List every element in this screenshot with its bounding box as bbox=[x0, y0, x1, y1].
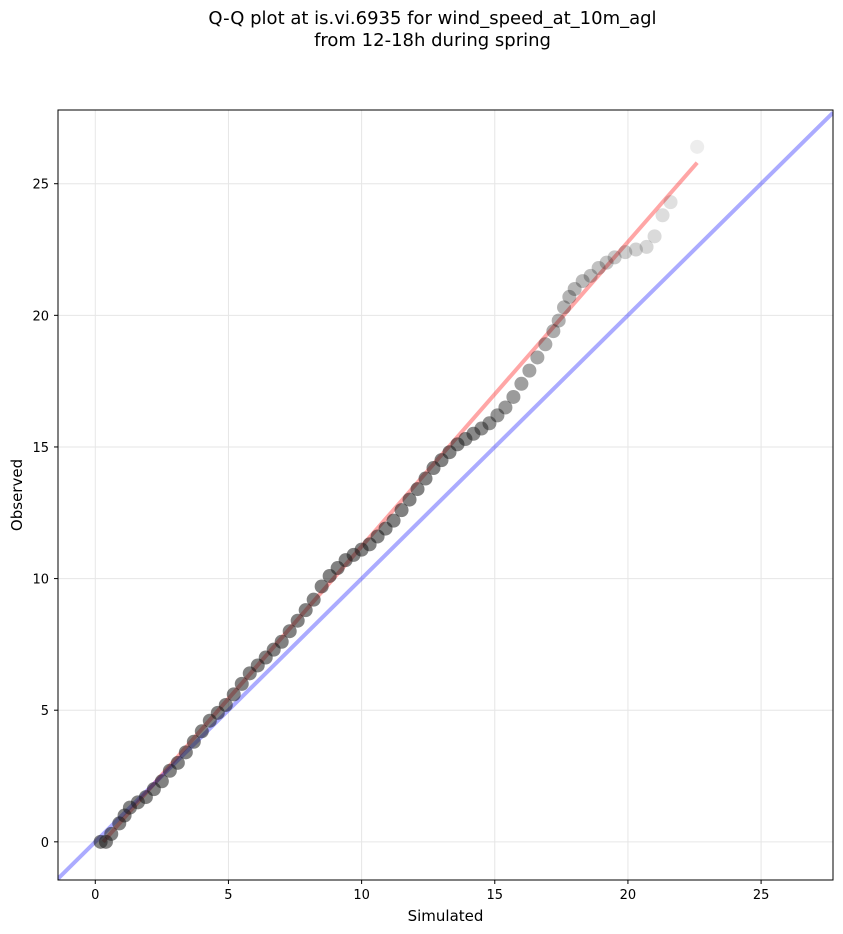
data-point bbox=[482, 416, 497, 431]
data-point bbox=[628, 242, 643, 257]
data-point bbox=[663, 195, 678, 210]
y-axis-label: Observed bbox=[8, 459, 26, 531]
data-point bbox=[290, 613, 305, 628]
data-point bbox=[607, 250, 622, 265]
x-tick-label: 0 bbox=[91, 888, 99, 903]
data-point bbox=[154, 774, 169, 789]
data-point bbox=[618, 245, 633, 260]
data-point bbox=[386, 513, 401, 528]
data-point bbox=[170, 755, 185, 770]
data-point bbox=[234, 676, 249, 691]
data-point bbox=[218, 697, 233, 712]
data-point bbox=[194, 724, 209, 739]
plot-frame bbox=[57, 109, 834, 881]
data-point bbox=[282, 624, 297, 639]
data-point bbox=[226, 687, 241, 702]
y-tick-label: 20 bbox=[32, 309, 49, 324]
data-point bbox=[538, 337, 553, 352]
data-point bbox=[567, 282, 582, 297]
chart-title-line-1: Q-Q plot at is.vi.6935 for wind_speed_at… bbox=[208, 8, 657, 29]
data-points bbox=[93, 139, 705, 849]
data-point bbox=[104, 826, 119, 841]
data-point bbox=[506, 389, 521, 404]
data-point bbox=[410, 482, 425, 497]
data-point bbox=[583, 268, 598, 283]
data-point bbox=[690, 139, 705, 154]
data-point bbox=[562, 289, 577, 304]
data-point bbox=[298, 603, 313, 618]
x-tick-label: 5 bbox=[224, 888, 232, 903]
data-point bbox=[522, 363, 537, 378]
x-tick-label: 15 bbox=[486, 888, 503, 903]
data-point bbox=[314, 579, 329, 594]
data-point bbox=[551, 313, 566, 328]
x-tick-label: 20 bbox=[620, 888, 637, 903]
data-point bbox=[498, 400, 513, 415]
data-point bbox=[557, 300, 572, 315]
x-axis-label: Simulated bbox=[408, 907, 484, 925]
y-tick-label: 0 bbox=[41, 836, 49, 851]
y-tick-label: 15 bbox=[32, 441, 49, 456]
data-point bbox=[655, 208, 670, 223]
y-tick-label: 25 bbox=[32, 178, 49, 193]
y-tick-label: 10 bbox=[32, 573, 49, 588]
data-point bbox=[402, 492, 417, 507]
data-point bbox=[306, 592, 321, 607]
data-point bbox=[474, 421, 489, 436]
data-point bbox=[599, 255, 614, 270]
axis-ticks: 0 5 10 15 20 25 0 5 10 15 20 25 bbox=[32, 178, 769, 903]
data-point bbox=[647, 229, 662, 244]
x-tick-label: 25 bbox=[753, 888, 770, 903]
chart-title-line-2: from 12-18h during spring bbox=[314, 30, 551, 51]
data-point bbox=[490, 408, 505, 423]
y-tick-label: 5 bbox=[41, 704, 49, 719]
data-point bbox=[466, 426, 481, 441]
data-point bbox=[274, 634, 289, 649]
data-point bbox=[639, 239, 654, 254]
data-point bbox=[530, 350, 545, 365]
chart-title: Q-Q plot at is.vi.6935 for wind_speed_at… bbox=[0, 8, 843, 52]
data-point bbox=[575, 274, 590, 289]
data-point bbox=[186, 734, 201, 749]
data-point bbox=[178, 745, 193, 760]
data-point bbox=[514, 376, 529, 391]
data-point bbox=[418, 471, 433, 486]
x-tick-label: 10 bbox=[353, 888, 370, 903]
data-point bbox=[546, 324, 561, 339]
data-point bbox=[591, 260, 606, 275]
data-point bbox=[394, 503, 409, 518]
